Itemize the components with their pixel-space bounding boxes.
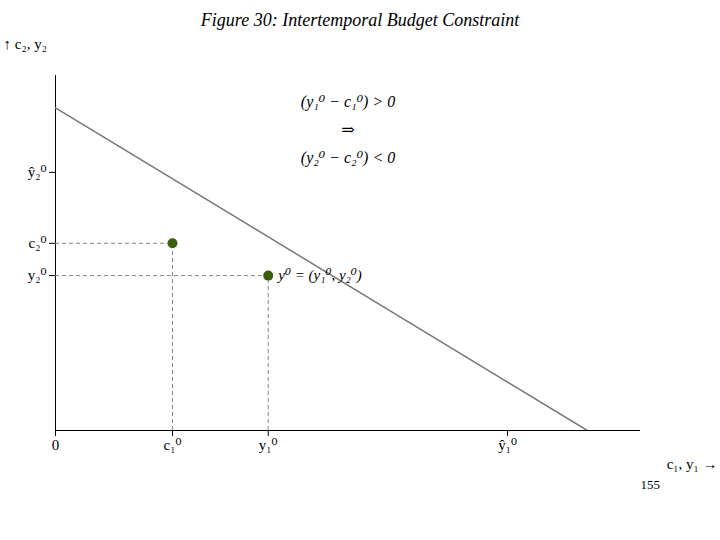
svg-text:(y₁⁰ − c₁⁰) > 0: (y₁⁰ − c₁⁰) > 0 [301,93,395,111]
svg-text:y⁰ = (y₁⁰, y₂⁰): y⁰ = (y₁⁰, y₂⁰) [276,267,362,284]
svg-text:0: 0 [52,437,60,453]
svg-text:y₂⁰: y₂⁰ [28,267,47,283]
html-text:155: 155 [640,477,660,492]
svg-text:c₁, y₁ →: c₁, y₁ → [667,456,718,472]
html-text:Figure 30: Intertemporal Budge: Figure 30: Intertemporal Budget Constrai… [200,10,520,30]
svg-text:⇒: ⇒ [341,121,354,138]
svg-text:c₂⁰: c₂⁰ [29,235,47,251]
svg-text:ŷ₂⁰: ŷ₂⁰ [28,164,47,180]
svg-text:y₁⁰: y₁⁰ [259,437,278,453]
svg-text:c₁⁰: c₁⁰ [164,437,182,453]
svg-text:ŷ₁⁰: ŷ₁⁰ [498,437,517,453]
svg-text:(y₂⁰ − c₂⁰) < 0: (y₂⁰ − c₂⁰) < 0 [301,149,395,167]
svg-text:↑ c₂, y₂: ↑ c₂, y₂ [4,36,47,52]
